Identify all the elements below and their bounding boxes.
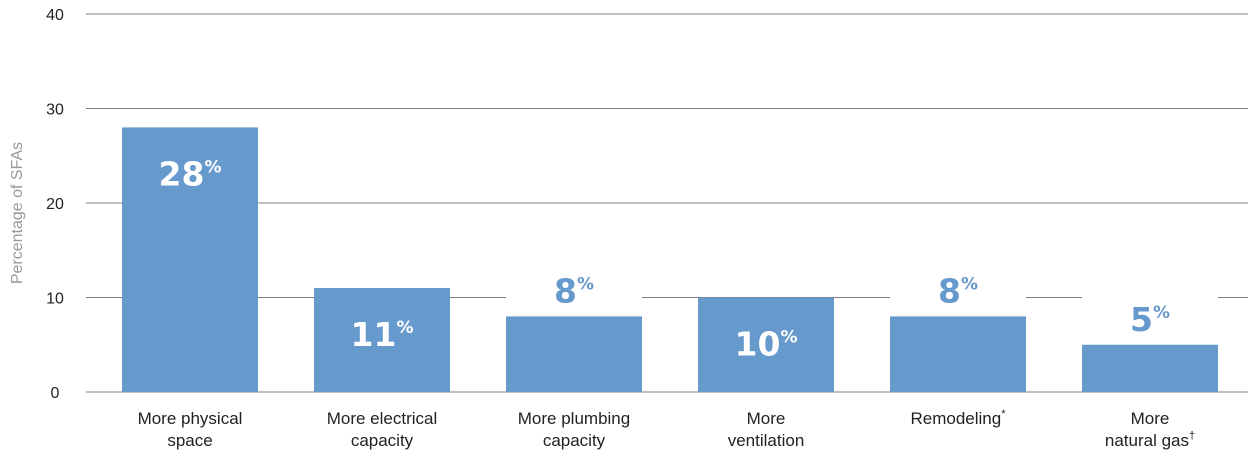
data-labels: 28% 11% 8% 10% 8% 5% [159,154,1171,363]
gridlines [86,13,1248,393]
bar [314,288,450,392]
x-tick-label: Remodeling* [910,408,1006,428]
x-tick-label: More plumbing capacity [518,409,630,450]
x-tick-label: More electrical capacity [327,409,438,450]
x-axis-categories: More physical space More electrical capacit… [138,408,1196,450]
data-label: 10% [735,325,798,364]
bar [890,316,1026,392]
y-axis-ticks: 0 10 20 30 40 [46,7,64,402]
y-tick-label: 30 [46,102,64,119]
data-label: 8% [554,271,594,310]
label-backdrop [890,258,1026,317]
data-label: 5% [1130,300,1170,339]
y-tick-label: 10 [46,291,64,308]
x-tick-label: More physical space [138,409,243,450]
bar [506,316,642,392]
data-label: 11% [351,315,414,354]
label-backdrop [506,258,642,317]
y-tick-label: 20 [46,196,64,213]
bars [122,127,1218,393]
bar [698,297,834,392]
x-tick-label: More natural gas† [1105,409,1195,450]
y-tick-label: 0 [51,385,60,402]
bar [122,127,258,393]
x-tick-label: More ventilation [728,409,805,450]
data-label: 28% [159,154,222,193]
data-label: 8% [938,271,978,310]
y-axis-label: Percentage of SFAs [9,142,26,284]
label-backdrop [1082,286,1218,345]
bar [1082,344,1218,392]
y-tick-label: 40 [46,7,64,24]
